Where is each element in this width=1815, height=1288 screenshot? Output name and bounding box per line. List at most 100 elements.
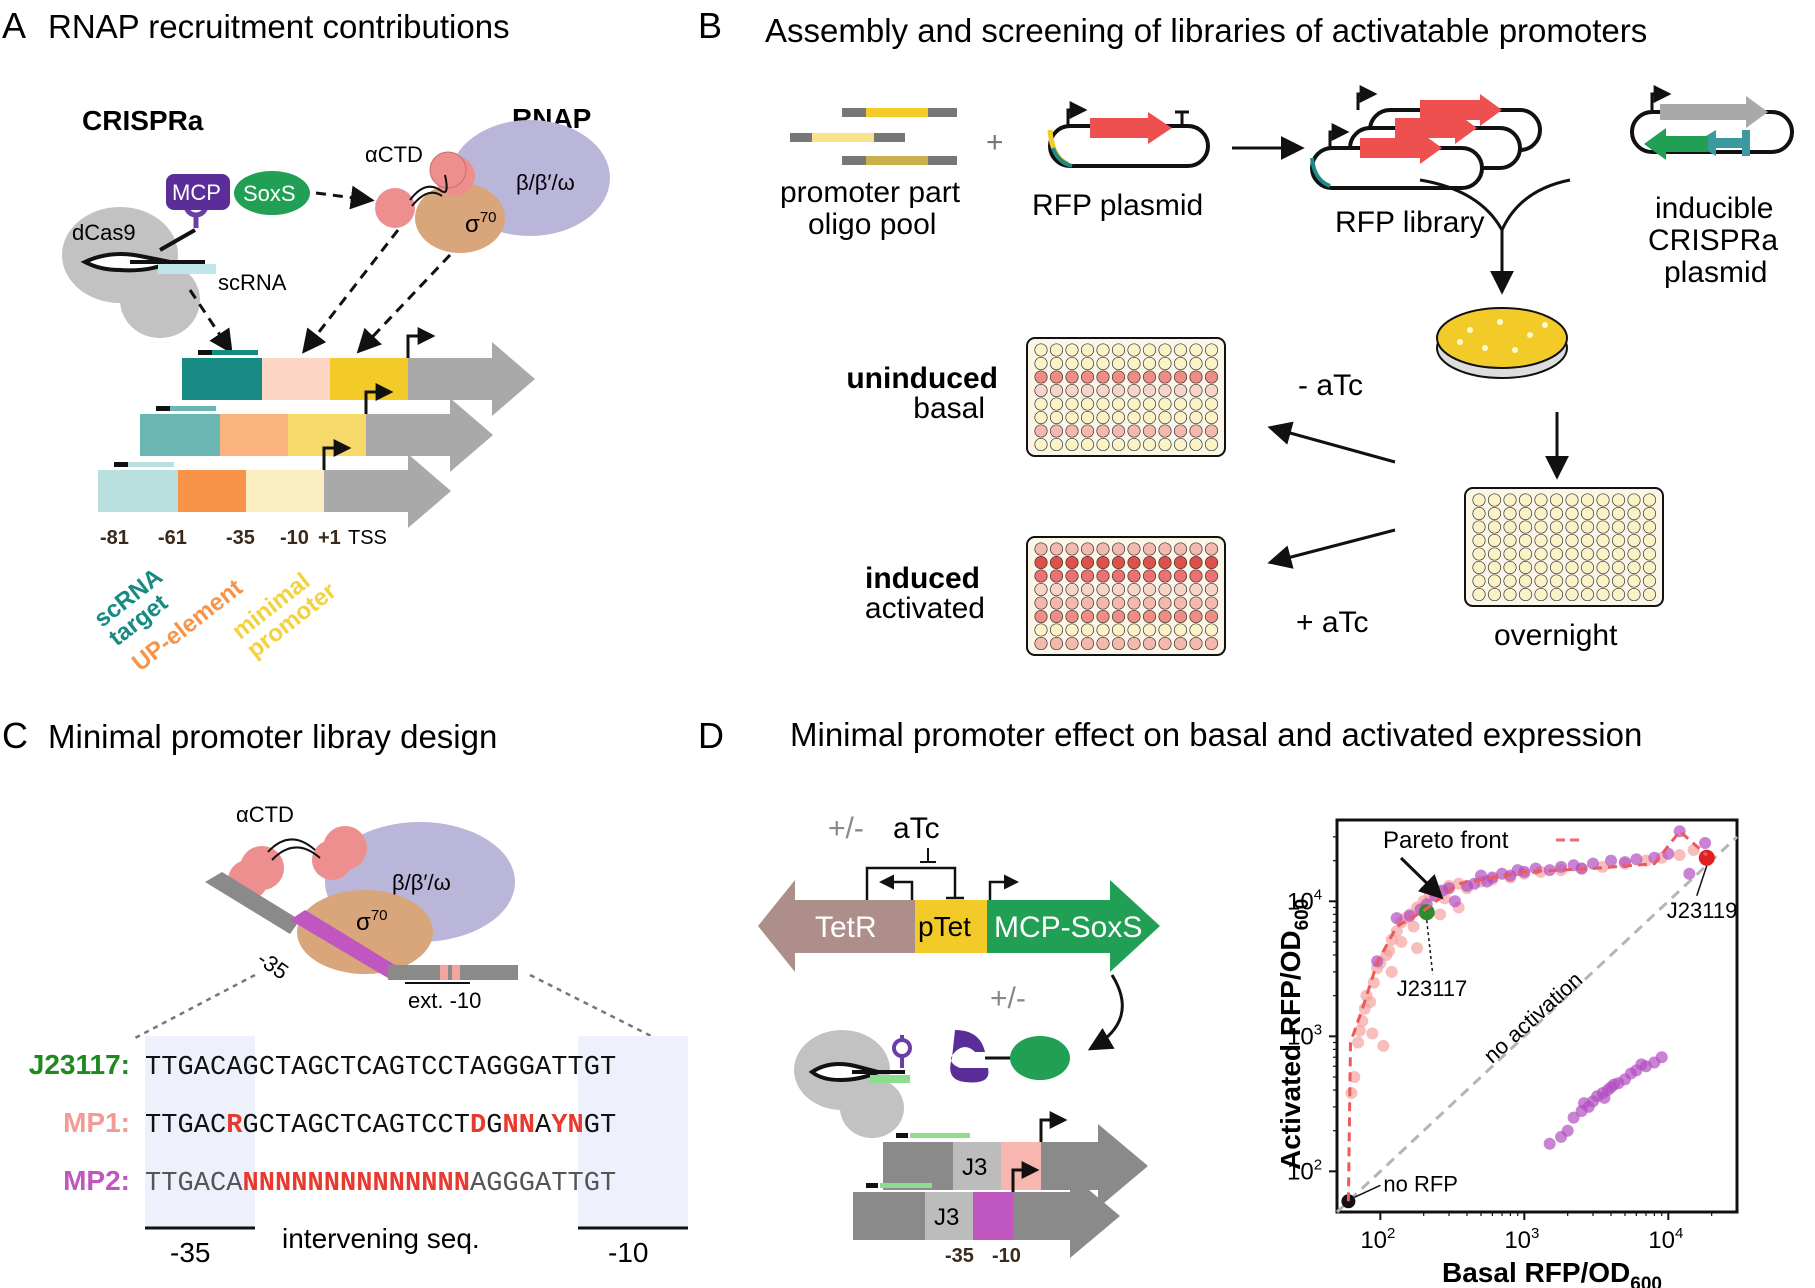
data-point	[1395, 935, 1408, 948]
well	[1080, 555, 1095, 570]
well	[1111, 356, 1126, 371]
sequence-char: C	[210, 1169, 226, 1199]
sequence-char: A	[226, 1053, 243, 1083]
well	[1204, 343, 1219, 357]
well	[1065, 383, 1079, 398]
well	[1189, 356, 1203, 371]
highlight-point	[1698, 849, 1715, 866]
well	[1565, 547, 1579, 561]
svg-text:-10: -10	[280, 527, 309, 549]
sequence-char: N	[405, 1169, 421, 1199]
panel-d-letter: D	[698, 715, 724, 756]
sequence-char: T	[275, 1111, 291, 1141]
well	[1596, 587, 1610, 602]
well	[1204, 437, 1219, 452]
actd-label-c: αCTD	[236, 802, 294, 827]
well	[1080, 356, 1095, 371]
well	[1158, 555, 1172, 570]
well	[1142, 555, 1157, 570]
well	[1127, 383, 1141, 398]
sequence-char: N	[243, 1169, 259, 1199]
sequence-char: A	[291, 1111, 308, 1141]
svg-text:minimalpromoter: minimalpromoter	[227, 559, 341, 664]
well	[1549, 587, 1564, 602]
actd-label: αCTD	[365, 142, 423, 167]
no-rfp-label: no RFP	[1383, 1171, 1458, 1196]
sequence-char: N	[373, 1169, 389, 1199]
minus10-box	[578, 1036, 688, 1228]
well	[1158, 542, 1172, 556]
data-point	[1598, 1091, 1611, 1104]
data-point	[1578, 1097, 1591, 1110]
highlight-point	[1341, 1194, 1356, 1209]
well	[1580, 547, 1595, 561]
well	[1049, 370, 1064, 384]
well	[1611, 547, 1626, 561]
well	[1080, 370, 1095, 384]
well	[1580, 520, 1595, 534]
well	[1142, 582, 1157, 597]
well	[1111, 555, 1126, 570]
svg-text:-81: -81	[100, 527, 129, 549]
well	[1173, 410, 1188, 425]
sequence-char: T	[405, 1111, 421, 1141]
svg-text:MP2:: MP2:	[63, 1165, 130, 1196]
plate-overnight	[1464, 487, 1664, 607]
sequence-char: A	[373, 1111, 390, 1141]
well	[1549, 574, 1564, 588]
pm-atc-sign: +/-	[828, 812, 864, 845]
sequence-char: T	[551, 1169, 567, 1199]
well	[1111, 542, 1126, 556]
well	[1049, 383, 1064, 398]
minus-atc-label: - aTc	[1298, 369, 1363, 402]
well	[1565, 587, 1579, 602]
svg-text:-35: -35	[226, 527, 255, 549]
region-legend: scRNAtarget UP-element minimalpromoter	[89, 559, 341, 677]
well	[1034, 383, 1048, 398]
panel-c-letter: C	[2, 715, 28, 756]
well	[1189, 410, 1203, 425]
well	[1173, 370, 1188, 384]
well	[1142, 410, 1157, 425]
promoter-cassette-3	[98, 439, 451, 528]
y-axis-label: Activated RFP/OD600	[1275, 899, 1313, 1170]
data-point	[1448, 895, 1461, 908]
well	[1096, 424, 1110, 438]
well	[1472, 506, 1486, 521]
sequence-char: C	[210, 1111, 226, 1141]
well	[1204, 542, 1219, 556]
beta-label: β/β′/ω	[516, 170, 575, 195]
well	[1596, 506, 1610, 521]
crispra-plasmid-label: inducible CRISPRa plasmid	[1648, 192, 1778, 289]
panel-b-title: Assembly and screening of libraries of a…	[765, 12, 1647, 49]
well	[1096, 569, 1110, 583]
sequence-char: T	[568, 1053, 584, 1083]
well	[1534, 493, 1548, 507]
well	[1158, 410, 1172, 425]
svg-text:MP1:: MP1:	[63, 1107, 130, 1138]
well	[1096, 636, 1110, 651]
sequence-char: N	[340, 1169, 356, 1199]
well	[1049, 542, 1064, 556]
well	[1173, 569, 1188, 583]
well	[1534, 560, 1548, 575]
tetr-construct: TetR pTet MCP-SoxS	[758, 866, 1160, 972]
well	[1518, 587, 1533, 602]
minus35-box	[145, 1036, 255, 1228]
well	[1049, 424, 1064, 438]
promoter-cassette-1	[182, 327, 535, 416]
well	[1487, 587, 1502, 602]
data-point	[1655, 1051, 1668, 1064]
sequence-char: T	[454, 1111, 470, 1141]
well	[1189, 623, 1203, 637]
well	[1518, 533, 1533, 548]
sequence-char: T	[161, 1053, 177, 1083]
well	[1642, 533, 1657, 548]
svg-text:-61: -61	[158, 527, 187, 549]
well	[1111, 397, 1126, 411]
well	[1173, 437, 1188, 452]
well	[1580, 587, 1595, 602]
well	[1080, 343, 1095, 357]
well	[1065, 397, 1079, 411]
well	[1189, 555, 1203, 570]
